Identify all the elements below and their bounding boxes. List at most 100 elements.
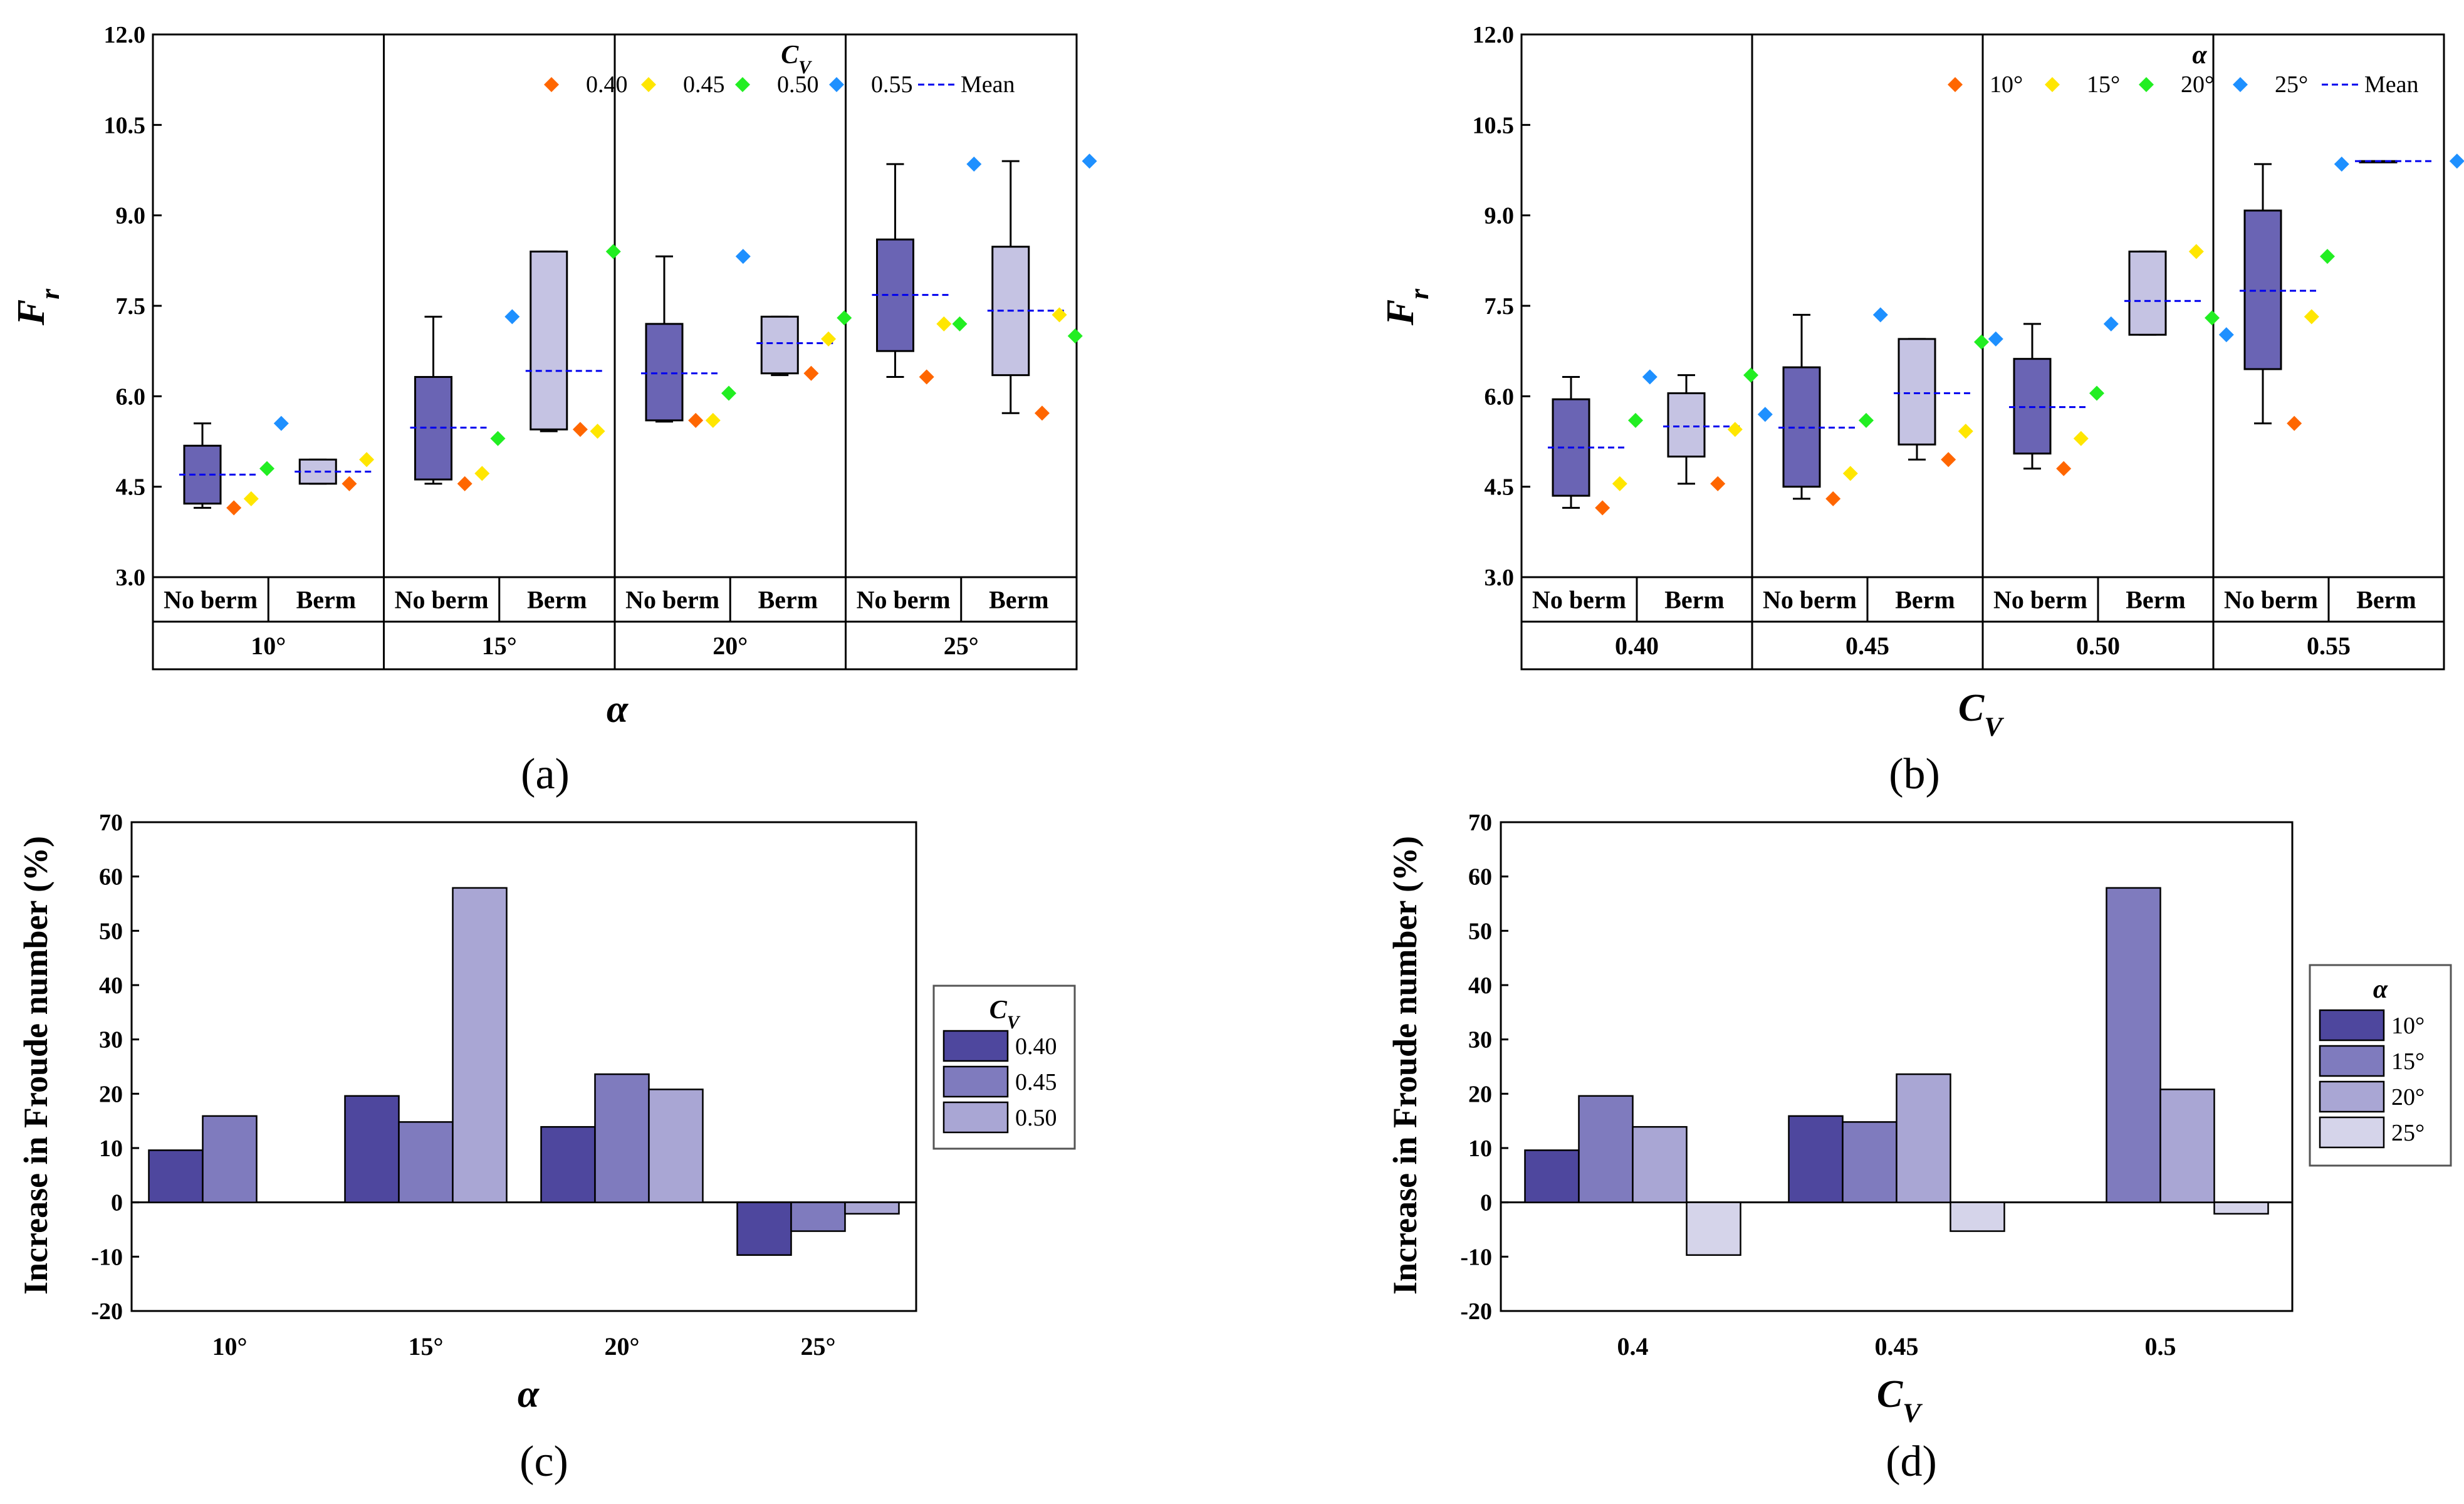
legend-marker: [2139, 77, 2154, 92]
subgroup-label: No berm: [1763, 586, 1857, 614]
data-point: [1757, 407, 1773, 422]
y-tick-label: 10: [1468, 1136, 1492, 1162]
bar-c-c2-s2: [648, 1089, 704, 1203]
data-point: [1842, 466, 1858, 481]
x-axis-label-d-sub: V: [1903, 1398, 1923, 1428]
data-point: [1872, 307, 1888, 323]
data-point: [2320, 249, 2335, 264]
group-label: 25°: [944, 632, 979, 660]
bar-c-c2-s0: [540, 1125, 596, 1203]
y-tick-label: 10.5: [1473, 112, 1515, 138]
legend-label: 15°: [2087, 71, 2120, 98]
data-point: [1082, 154, 1097, 169]
subgroup-label: No berm: [395, 586, 489, 614]
y-axis-label-d: Increase in Froude number (%): [1386, 836, 1424, 1295]
data-point: [2449, 154, 2464, 169]
subgroup-label: No berm: [1993, 586, 2087, 614]
box-a-4: [645, 323, 684, 422]
x-axis-label-b: CV: [1958, 687, 2004, 742]
data-point: [1859, 412, 1874, 428]
data-point: [1941, 452, 1956, 467]
data-point: [1642, 369, 1657, 385]
legend-label: 15°: [2391, 1048, 2425, 1075]
bar-c-c0-s0: [148, 1149, 204, 1203]
group-label: 15°: [482, 632, 517, 660]
data-point: [342, 476, 357, 491]
y-tick-label: 4.5: [116, 474, 146, 501]
y-tick-label: 10.5: [104, 112, 146, 138]
y-tick-label: 7.5: [1485, 293, 1515, 320]
subgroup-label: No berm: [2224, 586, 2318, 614]
legend-marker: [641, 77, 656, 92]
legend-marker: [735, 77, 750, 92]
x-axis-label-d-main: C: [1877, 1373, 1903, 1416]
subgroup-label: No berm: [625, 586, 719, 614]
boxplot-b: [1520, 33, 2464, 671]
bar-c-c3-s0: [736, 1201, 792, 1256]
data-point: [2089, 385, 2104, 401]
legend-swatch: [942, 1030, 1009, 1062]
data-point: [490, 431, 506, 446]
legend-title: CV: [781, 41, 812, 78]
y-tick-label: 6.0: [116, 384, 146, 410]
y-tick-label: 70: [99, 810, 123, 836]
data-point: [1958, 424, 1973, 439]
data-point: [1743, 367, 1758, 383]
data-point: [259, 461, 274, 476]
y-axis-label-a: Fr: [10, 288, 65, 326]
barchart-c: [130, 821, 1076, 1312]
legend-swatch: [2319, 1009, 2385, 1042]
x-axis-label-a: α: [607, 688, 629, 731]
data-point: [226, 500, 242, 516]
y-tick-label: 40: [99, 973, 123, 999]
bar-c-c0-s1: [202, 1115, 258, 1203]
x-axis-label-d: CV: [1877, 1373, 1923, 1428]
subgroup-label: No berm: [857, 586, 951, 614]
y-tick-label: 12.0: [104, 22, 146, 48]
y-tick-label: 50: [1468, 918, 1492, 944]
legend-swatch: [2319, 1045, 2385, 1077]
data-point: [457, 476, 472, 491]
subgroup-label: No berm: [164, 586, 258, 614]
bar-c-c1-s2: [452, 887, 508, 1203]
legend-marker: [829, 77, 844, 92]
legend-title-main: C: [781, 41, 799, 70]
data-point: [2073, 431, 2089, 446]
y-tick-label: -20: [91, 1298, 123, 1325]
legend-label: 0.40: [586, 71, 628, 98]
group-label: 20°: [713, 632, 748, 660]
boxplot-a: [152, 33, 1097, 671]
data-point: [966, 156, 982, 172]
box-b-3: [1898, 338, 1936, 446]
data-point: [1825, 491, 1841, 506]
group-label: 0.45: [1845, 632, 1889, 660]
plot-frame: [130, 821, 917, 1312]
bar-d-c2-s3: [2213, 1201, 2269, 1215]
bar-d-c1-s1: [1842, 1121, 1898, 1203]
y-tick-label: -20: [1460, 1298, 1492, 1325]
bar-d-c0-s2: [1632, 1125, 1688, 1203]
panel-label-d: (d): [1886, 1438, 1937, 1486]
legend-label: 20°: [2391, 1084, 2425, 1110]
y-tick-label: 9.0: [116, 203, 146, 229]
data-point: [1974, 334, 1989, 350]
y-tick-label: 6.0: [1485, 384, 1515, 410]
data-point: [837, 310, 852, 326]
subgroup-label: Berm: [758, 586, 818, 614]
data-point: [1628, 412, 1643, 428]
y-tick-label: -10: [1460, 1244, 1492, 1270]
y-tick-label: 9.0: [1485, 203, 1515, 229]
legend-label: 10°: [2391, 1013, 2425, 1039]
legend-label: Mean: [2364, 71, 2419, 98]
legend-marker: [544, 77, 559, 92]
y-tick-label: 10: [99, 1136, 123, 1162]
legend-swatch: [2319, 1080, 2385, 1113]
data-point: [803, 365, 819, 381]
bar-c-c1-s0: [344, 1095, 400, 1203]
bar-d-c2-s1: [2106, 887, 2161, 1203]
x-tick-label: 25°: [801, 1332, 836, 1360]
y-axis-label-b: Fr: [1379, 288, 1434, 326]
panel-label-c: (c): [519, 1438, 568, 1486]
data-point: [1034, 405, 1050, 421]
y-tick-label: 50: [99, 918, 123, 944]
